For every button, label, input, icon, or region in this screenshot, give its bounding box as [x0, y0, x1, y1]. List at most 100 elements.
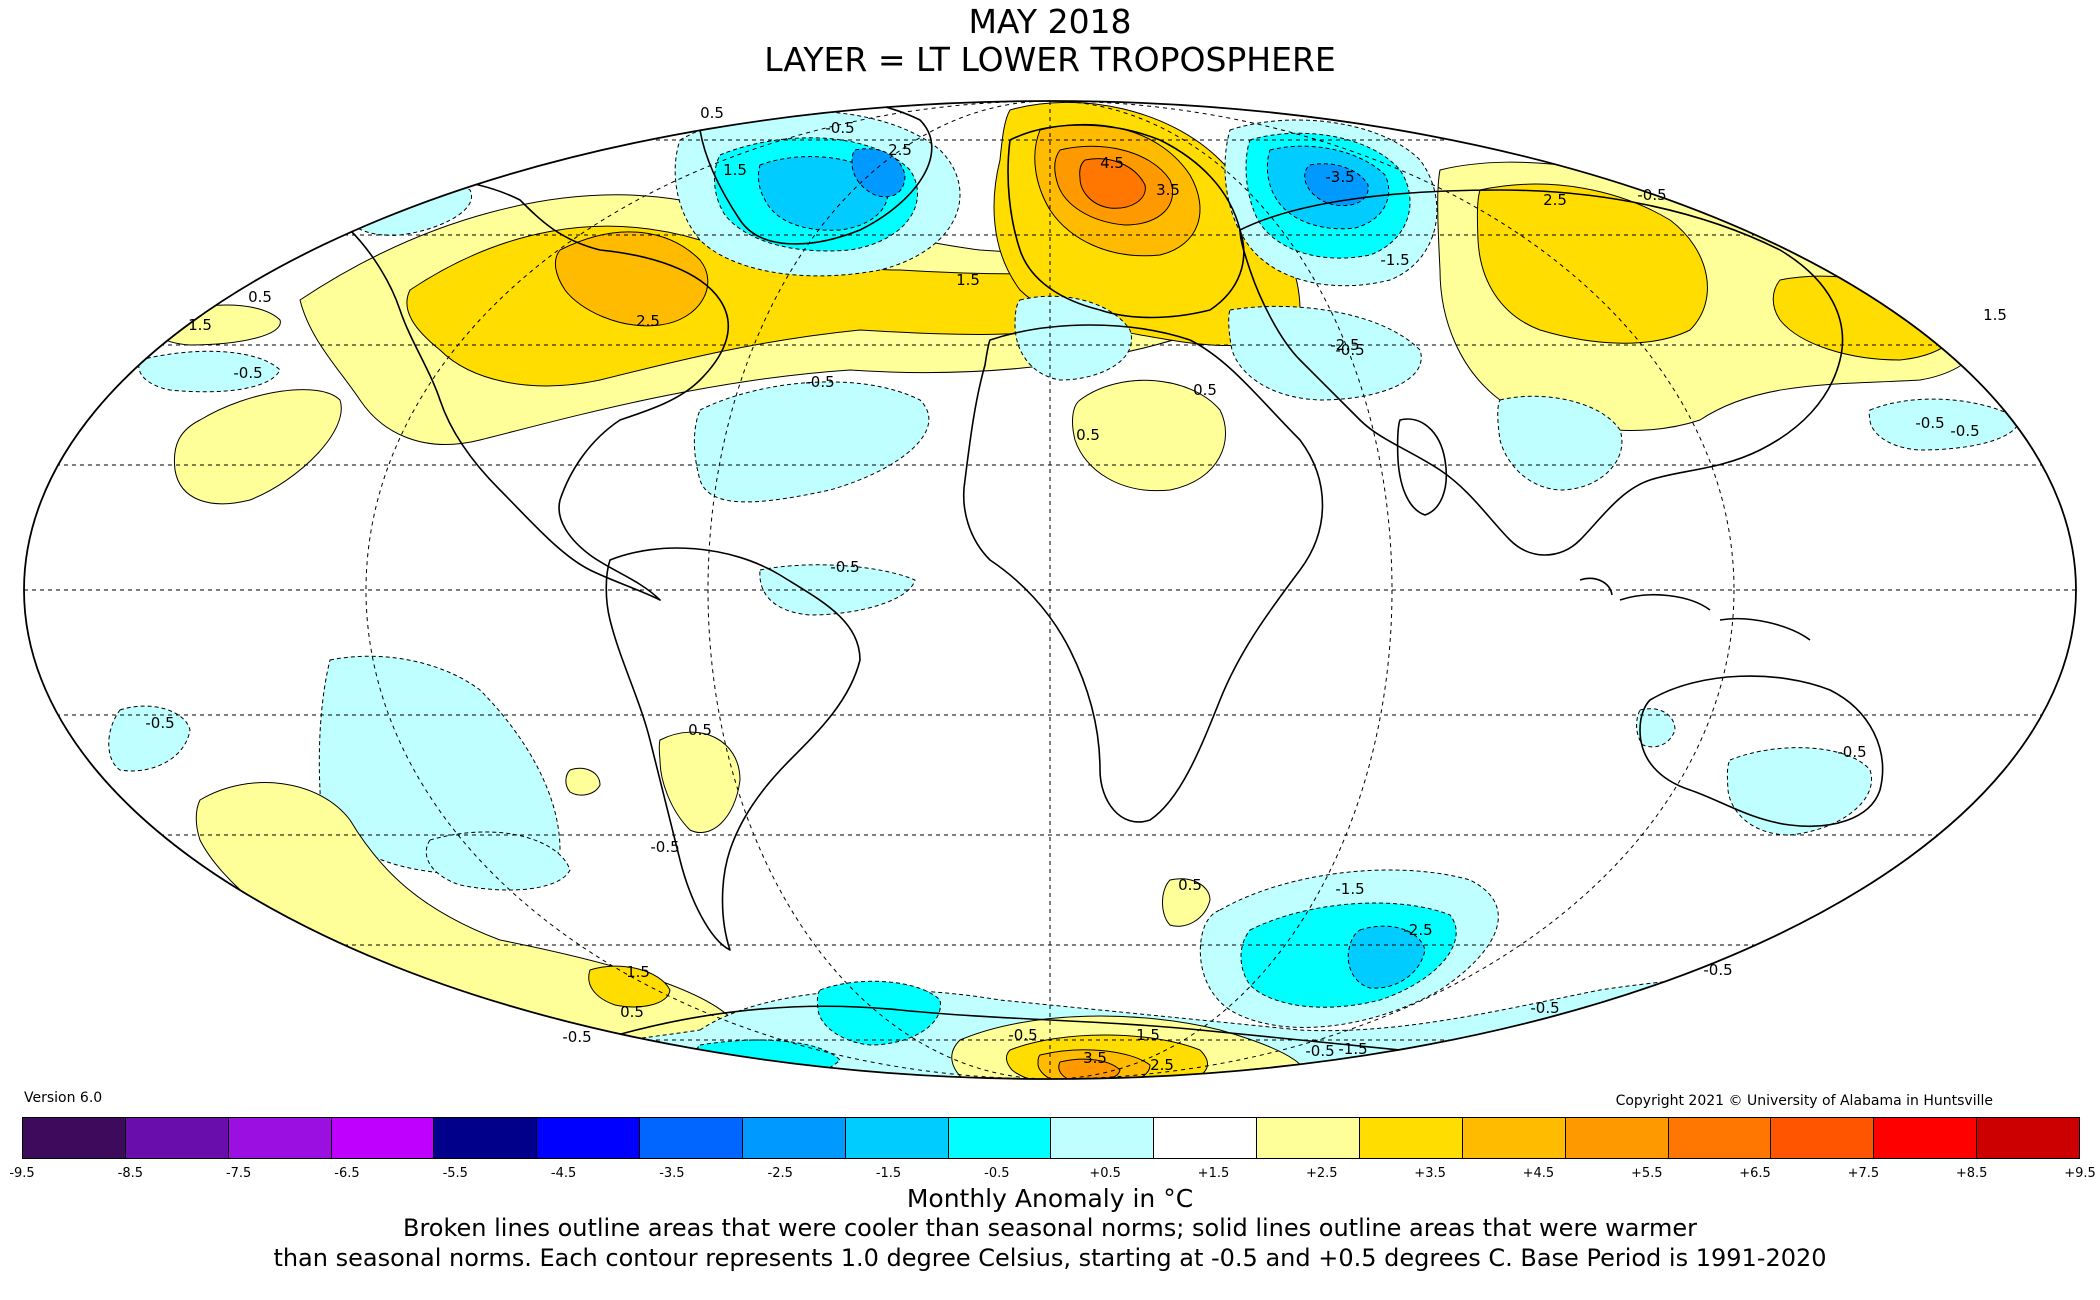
contour-label: 4.5 [1100, 154, 1124, 172]
legend-swatch [1977, 1118, 2079, 1158]
legend-swatch [1565, 1118, 1669, 1158]
contour-label: 2.5 [888, 141, 912, 159]
legend-swatch [742, 1118, 846, 1158]
anomaly-region [108, 705, 191, 772]
legend-tick-label: +1.5 [1197, 1166, 1230, 1181]
contour-label: -2.5 [1403, 921, 1432, 939]
coastlines [344, 101, 1884, 1079]
contour-label: 0.5 [688, 721, 712, 739]
coastline-india [1396, 418, 1448, 516]
anomaly-region [693, 381, 930, 503]
contour-label: 1.5 [723, 161, 747, 179]
contour-label: -0.5 [805, 373, 834, 391]
anomaly-region [1058, 1058, 1121, 1079]
anomaly-region [759, 564, 916, 616]
contour-label: -0.5 [1837, 743, 1866, 761]
legend-tick-label: -6.5 [334, 1166, 360, 1181]
contour-label: -1.5 [1338, 1040, 1367, 1058]
legend-tick-label: +4.5 [1522, 1166, 1555, 1181]
contour-label: 2.5 [1150, 1056, 1174, 1074]
coastline-indonesia [1579, 577, 1811, 641]
anomaly-region [1162, 878, 1211, 927]
legend-swatch [1771, 1118, 1875, 1158]
legend-swatch [228, 1118, 332, 1158]
version-label: Version 6.0 [24, 1090, 103, 1106]
contour-label: -0.5 [830, 558, 859, 576]
legend-tick-label: +6.5 [1739, 1166, 1771, 1181]
legend-swatch [331, 1118, 435, 1158]
legend-tick-label: -2.5 [767, 1166, 793, 1181]
caption-line-2: than seasonal norms. Each contour repres… [273, 1244, 1827, 1272]
legend-swatch [1257, 1118, 1360, 1158]
legend-tick-label: +7.5 [1847, 1166, 1880, 1181]
coastline-africa [962, 324, 1324, 823]
legend-tick-label: +5.5 [1630, 1166, 1663, 1181]
legend-tick-label: -0.5 [984, 1166, 1010, 1181]
map-subtitle: LAYER = LT LOWER TROPOSPHERE [764, 40, 1336, 79]
color-legend [22, 1117, 2080, 1159]
anomaly-region [554, 231, 709, 327]
anomaly-region [1868, 398, 2021, 451]
contour-label: -0.5 [1530, 999, 1559, 1017]
legend-tick-label: -7.5 [225, 1166, 252, 1181]
contour-labels: 0.5 -0.5 1.5 2.5 4.5 3.5 -3.5 -1.5 -2.5 0.5 1.5 2.5… [145, 104, 2007, 1074]
copyright-label: Copyright 2021 © University of Alabama i… [1615, 1093, 1993, 1109]
anomaly-region [851, 148, 906, 198]
legend-units-label: Monthly Anomaly in °C [906, 1184, 1194, 1213]
contour-label: -1.5 [1335, 880, 1364, 898]
anomaly-region [1304, 163, 1369, 207]
legend-swatch [1154, 1118, 1258, 1158]
contour-label: 0.5 [1193, 381, 1217, 399]
contour-label: 0.5 [1076, 426, 1100, 444]
legend-tick-label: -1.5 [875, 1166, 902, 1181]
contour-label: -1.5 [1380, 251, 1409, 269]
contour-label: -0.5 [1915, 414, 1944, 432]
contour-label: -0.5 [1950, 422, 1979, 440]
contour-label: -0.5 [1335, 341, 1364, 359]
anomaly-region [1636, 708, 1676, 748]
coastline-europe [1007, 124, 1245, 319]
contour-label: 0.5 [1178, 876, 1202, 894]
meridian-line [707, 101, 1393, 1079]
contour-label: -0.5 [1637, 186, 1666, 204]
legend-tick-label: -9.5 [9, 1166, 35, 1181]
anomaly-region [1726, 747, 1872, 836]
contour-label: -0.5 [145, 714, 174, 732]
anomaly-region [1072, 379, 1227, 492]
contour-label: 2.5 [636, 312, 660, 330]
legend-swatch [640, 1118, 743, 1158]
color-legend-ticks: -9.5 -8.5 -7.5 -6.5 -5.5 -4.5 -3.5 -2.5 -1.5 -0.5… [0, 1166, 2100, 1186]
legend-tick-label: -8.5 [117, 1166, 143, 1181]
legend-tick-label: -4.5 [550, 1166, 577, 1181]
contour-label: 0.5 [248, 288, 272, 306]
legend-swatch [948, 1118, 1052, 1158]
contour-label: 1.5 [188, 316, 212, 334]
contour-label: 2.5 [1543, 191, 1567, 209]
contour-label: -0.5 [1703, 961, 1732, 979]
legend-tick-label: +0.5 [1089, 1166, 1121, 1181]
contour-label: 0.5 [700, 104, 724, 122]
contour-label: 0.5 [620, 1003, 644, 1021]
anomaly-region [1347, 925, 1426, 989]
legend-tick-label: -5.5 [442, 1166, 468, 1181]
anomaly-region [588, 965, 671, 1008]
contour-label: 1.5 [1983, 306, 2007, 324]
legend-swatch [434, 1118, 538, 1158]
legend-swatch [537, 1118, 641, 1158]
contour-label: -3.5 [1325, 168, 1354, 186]
contour-label: 1.5 [1136, 1026, 1160, 1044]
contour-label: 1.5 [956, 271, 980, 289]
contour-label: -0.5 [825, 119, 854, 137]
anomaly-region [565, 767, 601, 796]
coastline-south-america [605, 547, 861, 951]
meridian-line [365, 101, 1735, 1079]
legend-swatch [1359, 1118, 1463, 1158]
anomaly-region [425, 831, 571, 891]
map-title: MAY 2018 [968, 2, 1132, 41]
anomaly-region [1476, 183, 1708, 344]
legend-swatch [1462, 1118, 1566, 1158]
anomaly-region [138, 350, 281, 393]
legend-swatch [1051, 1118, 1155, 1158]
contour-label: -2.5 [1330, 336, 1359, 354]
legend-swatch [23, 1118, 126, 1158]
